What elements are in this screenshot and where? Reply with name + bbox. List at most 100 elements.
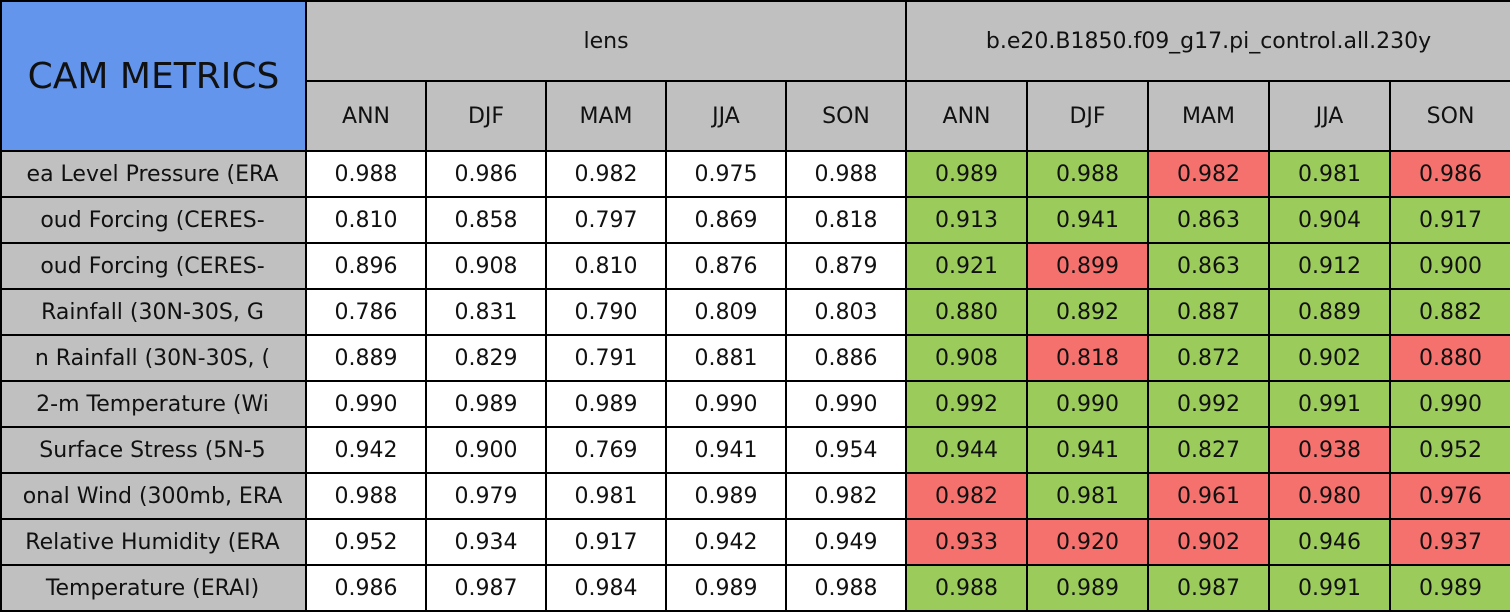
value-cell: 0.991 — [1268, 564, 1392, 612]
value-cell: 0.984 — [545, 564, 667, 612]
row-label-clip: n Rainfall (30N-30S, ( — [3, 346, 303, 371]
row-label-clip: 2-m Temperature (Wi — [3, 392, 303, 417]
value-cell: 0.988 — [305, 150, 427, 198]
value-cell: 0.934 — [425, 518, 547, 566]
value-cell: 0.987 — [1147, 564, 1271, 612]
row-label: Relative Humidity (ERA — [0, 518, 307, 566]
value-cell: 0.982 — [784, 472, 908, 520]
value-cell: 0.818 — [784, 196, 908, 244]
value-cell: 0.872 — [1147, 334, 1271, 382]
value-cell: 0.810 — [545, 242, 667, 290]
value-cell: 0.988 — [305, 472, 427, 520]
data-row: Surface Stress (5N-5 0.942 0.900 0.769 0.941… — [0, 426, 1510, 474]
value-cell: 0.827 — [1147, 426, 1271, 474]
title-cell: CAM METRICS — [0, 0, 307, 152]
season-header: DJF — [1026, 80, 1150, 152]
value-cell: 0.863 — [1147, 242, 1271, 290]
value-cell: 0.949 — [784, 518, 908, 566]
value-cell: 0.887 — [1147, 288, 1271, 336]
row-label-clip: Surface Stress (5N-5 — [3, 437, 303, 463]
value-cell: 0.989 — [665, 564, 787, 612]
value-cell: 0.889 — [305, 334, 427, 382]
value-cell: 0.982 — [905, 472, 1029, 520]
value-cell: 0.988 — [905, 564, 1029, 612]
data-row: n Rainfall (30N-30S, (0.889 0.829 0.791 0.8… — [0, 334, 1510, 382]
value-cell: 0.975 — [665, 150, 787, 198]
value-cell: 0.986 — [305, 564, 427, 612]
row-label-text: Temperature (ERAI) — [45, 575, 260, 601]
value-cell: 0.941 — [1026, 196, 1150, 244]
value-cell: 0.988 — [784, 564, 908, 612]
season-header: MAM — [545, 80, 667, 152]
row-label-clip: ea Level Pressure (ERA — [3, 162, 303, 187]
row-label-clip: Rainfall (30N-30S, G — [3, 299, 303, 325]
row-label-text: Relative Humidity (ERA — [25, 529, 280, 555]
value-cell: 0.976 — [1389, 472, 1510, 520]
row-label-clip: onal Wind (300mb, ERA — [3, 484, 303, 509]
value-cell: 0.988 — [1026, 150, 1150, 198]
value-cell: 0.809 — [665, 288, 787, 336]
value-cell: 0.902 — [1268, 334, 1392, 382]
value-cell: 0.981 — [1026, 472, 1150, 520]
value-cell: 0.989 — [545, 380, 667, 428]
value-cell: 0.900 — [1389, 242, 1510, 290]
value-cell: 0.952 — [305, 518, 427, 566]
value-cell: 0.880 — [905, 288, 1029, 336]
value-cell: 0.990 — [1026, 380, 1150, 428]
value-cell: 0.869 — [665, 196, 787, 244]
row-label-text: oud Forcing (CERES- — [40, 207, 265, 233]
row-label-text: Rainfall (30N-30S, G — [41, 299, 264, 325]
value-cell: 0.989 — [1389, 564, 1510, 612]
data-row: 2-m Temperature (Wi 0.990 0.989 0.989 0.990 0… — [0, 380, 1510, 428]
value-cell: 0.818 — [1026, 334, 1150, 382]
value-cell: 0.769 — [545, 426, 667, 474]
value-cell: 0.961 — [1147, 472, 1271, 520]
data-row: oud Forcing (CERES- 0.810 0.858 0.797 0.869 0… — [0, 196, 1510, 244]
value-cell: 0.791 — [545, 334, 667, 382]
season-header: SON — [1389, 80, 1510, 152]
value-cell: 0.933 — [905, 518, 1029, 566]
value-cell: 0.786 — [305, 288, 427, 336]
value-cell: 0.989 — [425, 380, 547, 428]
row-label-clip: oud Forcing (CERES- — [3, 207, 303, 233]
row-label: 2-m Temperature (Wi — [0, 380, 307, 428]
value-cell: 0.980 — [1268, 472, 1392, 520]
data-row: Temperature (ERAI) 0.986 0.987 0.984 0.989 0.… — [0, 564, 1510, 612]
value-cell: 0.989 — [1026, 564, 1150, 612]
value-cell: 0.921 — [905, 242, 1029, 290]
value-cell: 0.899 — [1026, 242, 1150, 290]
value-cell: 0.986 — [425, 150, 547, 198]
value-cell: 0.889 — [1268, 288, 1392, 336]
season-header: MAM — [1147, 80, 1271, 152]
header-row: CAM METRICS lens b.e20.B1850.f09_g17.pi_co… — [0, 0, 1510, 152]
value-cell: 0.803 — [784, 288, 908, 336]
value-cell: 0.990 — [784, 380, 908, 428]
value-cell: 0.920 — [1026, 518, 1150, 566]
value-cell: 0.917 — [1389, 196, 1510, 244]
row-label: Temperature (ERAI) — [0, 564, 307, 612]
value-cell: 0.896 — [305, 242, 427, 290]
value-cell: 0.982 — [545, 150, 667, 198]
value-cell: 0.908 — [425, 242, 547, 290]
value-cell: 0.942 — [305, 426, 427, 474]
value-cell: 0.990 — [1389, 380, 1510, 428]
value-cell: 0.954 — [784, 426, 908, 474]
value-cell: 0.810 — [305, 196, 427, 244]
value-cell: 0.981 — [545, 472, 667, 520]
value-cell: 0.881 — [665, 334, 787, 382]
row-label-clip: oud Forcing (CERES- — [3, 254, 303, 279]
value-cell: 0.992 — [905, 380, 1029, 428]
value-cell: 0.902 — [1147, 518, 1271, 566]
value-cell: 0.946 — [1268, 518, 1392, 566]
value-cell: 0.981 — [1268, 150, 1392, 198]
value-cell: 0.989 — [905, 150, 1029, 198]
data-row: ea Level Pressure (ERA 0.988 0.986 0.982 0.9… — [0, 150, 1510, 198]
row-label: Surface Stress (5N-5 — [0, 426, 307, 474]
value-cell: 0.829 — [425, 334, 547, 382]
group-header: b.e20.B1850.f09_g17.pi_control.all.230y — [905, 0, 1510, 82]
value-cell: 0.917 — [545, 518, 667, 566]
row-label-text: Surface Stress (5N-5 — [39, 437, 266, 463]
value-cell: 0.982 — [1147, 150, 1271, 198]
season-header: JJA — [1268, 80, 1392, 152]
